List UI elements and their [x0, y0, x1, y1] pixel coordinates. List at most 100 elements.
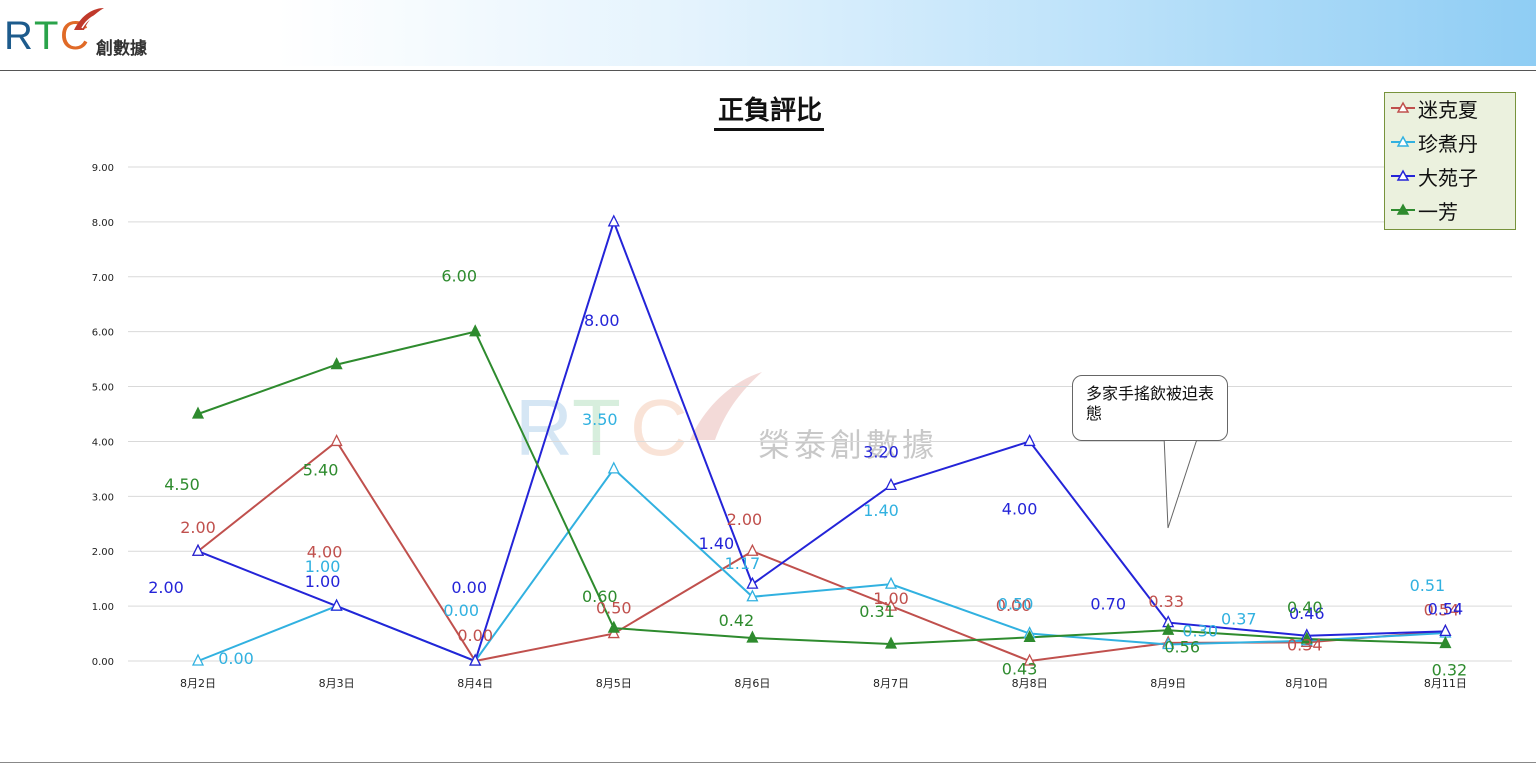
logo-subtitle: 創數據: [96, 39, 147, 59]
data-point: [191, 543, 205, 556]
data-label: 4.00: [307, 542, 343, 561]
data-label: 0.70: [1090, 595, 1126, 614]
y-tick-label: 0.00: [92, 657, 114, 668]
data-label: 0.37: [1221, 610, 1257, 629]
data-point: [191, 653, 205, 666]
data-point: [746, 543, 759, 556]
x-tick-label: 8月2日: [180, 677, 216, 690]
data-label: 0.00: [996, 596, 1032, 615]
legend-marker-icon: [1391, 135, 1415, 147]
data-point: [884, 636, 898, 649]
data-label: 0.43: [1002, 659, 1038, 678]
data-point: [607, 620, 620, 633]
y-tick-label: 5.00: [92, 383, 114, 394]
data-point: [330, 598, 343, 611]
data-point: [1023, 433, 1036, 447]
svg-text:R: R: [515, 383, 573, 472]
data-point: [1162, 637, 1175, 650]
data-point: [746, 589, 759, 602]
data-point: [1023, 653, 1036, 666]
header-divider: [0, 70, 1536, 71]
logo-r: R: [4, 14, 33, 58]
header-bar: [0, 0, 1536, 66]
data-point: [1023, 629, 1036, 643]
legend-marker-icon: [1391, 101, 1415, 113]
legend-item-2: 珍煮丹: [1391, 127, 1478, 157]
data-point: [607, 461, 620, 474]
svg-text:C: C: [630, 383, 688, 472]
series-line-珍煮丹: [197, 467, 1446, 663]
data-label: 6.00: [441, 267, 477, 286]
data-point: [330, 433, 343, 447]
data-label: 0.56: [1164, 637, 1200, 656]
callout-text: 多家手搖飲被迫表態: [1086, 384, 1215, 423]
data-label: 0.30: [1182, 622, 1218, 641]
data-label: 2.00: [727, 510, 763, 529]
data-point: [746, 630, 759, 643]
data-label: 1.40: [863, 501, 899, 520]
data-point: [469, 324, 482, 337]
data-label: 8.00: [584, 311, 620, 330]
data-point: [1439, 623, 1452, 637]
legend-marker-icon: [1391, 169, 1415, 181]
data-label: 4.50: [164, 475, 200, 494]
data-label: 1.00: [305, 557, 341, 576]
data-label: 0.60: [582, 587, 618, 606]
x-tick-label: 8月8日: [1012, 677, 1048, 690]
data-label: 0.33: [1148, 592, 1184, 611]
data-point: [746, 576, 759, 589]
y-tick-label: 7.00: [92, 273, 114, 284]
y-tick-label: 4.00: [92, 437, 114, 448]
data-label: 3.50: [582, 410, 618, 429]
data-label: 0.00: [457, 626, 493, 645]
data-label: 0.54: [1428, 599, 1464, 618]
data-label: 5.40: [303, 461, 339, 480]
data-label: 1.17: [725, 554, 761, 573]
watermark-company: 榮泰創數據: [758, 426, 939, 464]
data-label: 0.40: [1287, 598, 1323, 617]
x-tick-label: 8月5日: [596, 677, 632, 690]
data-point: [1439, 635, 1452, 649]
data-point: [330, 357, 343, 370]
legend-item-1: 迷克夏: [1391, 93, 1478, 123]
data-point: [1162, 622, 1175, 635]
legend-label: 一芳: [1418, 199, 1458, 224]
data-label: 0.50: [998, 595, 1034, 614]
logo-t: T: [34, 14, 59, 58]
data-label: 1.00: [305, 572, 341, 591]
data-point: [1300, 631, 1313, 644]
data-label: 0.42: [719, 611, 755, 630]
watermark-logo: R T C: [515, 372, 762, 472]
x-tick-label: 8月6日: [734, 677, 770, 690]
x-tick-label: 8月3日: [319, 677, 355, 690]
data-label: 0.31: [859, 602, 895, 621]
data-label: 0.00: [443, 601, 479, 620]
svg-text:T: T: [572, 383, 621, 472]
data-label: 2.00: [148, 578, 184, 597]
data-label: 0.00: [451, 578, 487, 597]
data-label: 2.00: [180, 518, 216, 537]
data-label: 0.00: [218, 649, 254, 668]
title-underline: [714, 128, 824, 131]
data-label: 0.32: [1432, 660, 1468, 679]
legend-item-3: 大苑子: [1391, 161, 1478, 191]
data-label: 0.51: [1410, 576, 1446, 595]
data-point: [884, 598, 898, 611]
x-tick-label: 8月9日: [1150, 677, 1186, 690]
legend-label: 大苑子: [1418, 165, 1478, 190]
x-tick-label: 8月4日: [457, 677, 493, 690]
series-line-大苑子: [197, 218, 1446, 663]
chart-legend: 迷克夏 珍煮丹 大苑子 一芳: [1384, 92, 1516, 230]
data-point: [191, 406, 205, 419]
data-label: 0.46: [1289, 604, 1325, 623]
logo-swoosh-icon: [74, 8, 104, 30]
legend-label: 迷克夏: [1418, 97, 1478, 122]
footer-divider: [0, 762, 1536, 763]
data-label: 3.20: [863, 442, 899, 461]
y-tick-label: 2.00: [92, 547, 114, 558]
y-tick-label: 3.00: [92, 492, 114, 503]
data-label: 0.50: [596, 599, 632, 618]
data-label: 0.54: [1424, 600, 1460, 619]
series-line-一芳: [197, 330, 1446, 645]
